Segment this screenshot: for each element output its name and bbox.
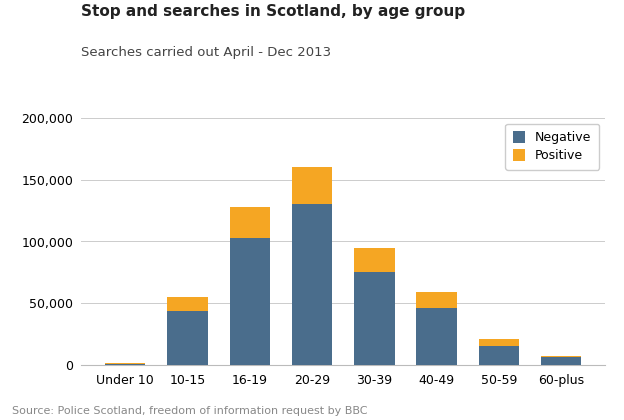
Bar [167, 297, 208, 311]
Text: Stop and searches in Scotland, by age group: Stop and searches in Scotland, by age gr… [81, 4, 466, 19]
Bar [230, 238, 270, 365]
Bar [230, 207, 270, 238]
Bar [354, 248, 394, 273]
Legend: Negative, Positive: Negative, Positive [505, 124, 599, 170]
Bar [354, 273, 394, 365]
Bar [541, 357, 582, 365]
Bar [292, 204, 333, 365]
Bar [105, 364, 145, 365]
Text: Searches carried out April - Dec 2013: Searches carried out April - Dec 2013 [81, 46, 331, 59]
Bar [416, 308, 457, 365]
Bar [479, 339, 519, 346]
Bar [541, 356, 582, 357]
Bar [479, 346, 519, 365]
Text: Source: Police Scotland, freedom of information request by BBC: Source: Police Scotland, freedom of info… [12, 406, 368, 416]
Bar [416, 292, 457, 308]
Bar [167, 311, 208, 365]
Bar [105, 363, 145, 364]
Bar [292, 167, 333, 204]
